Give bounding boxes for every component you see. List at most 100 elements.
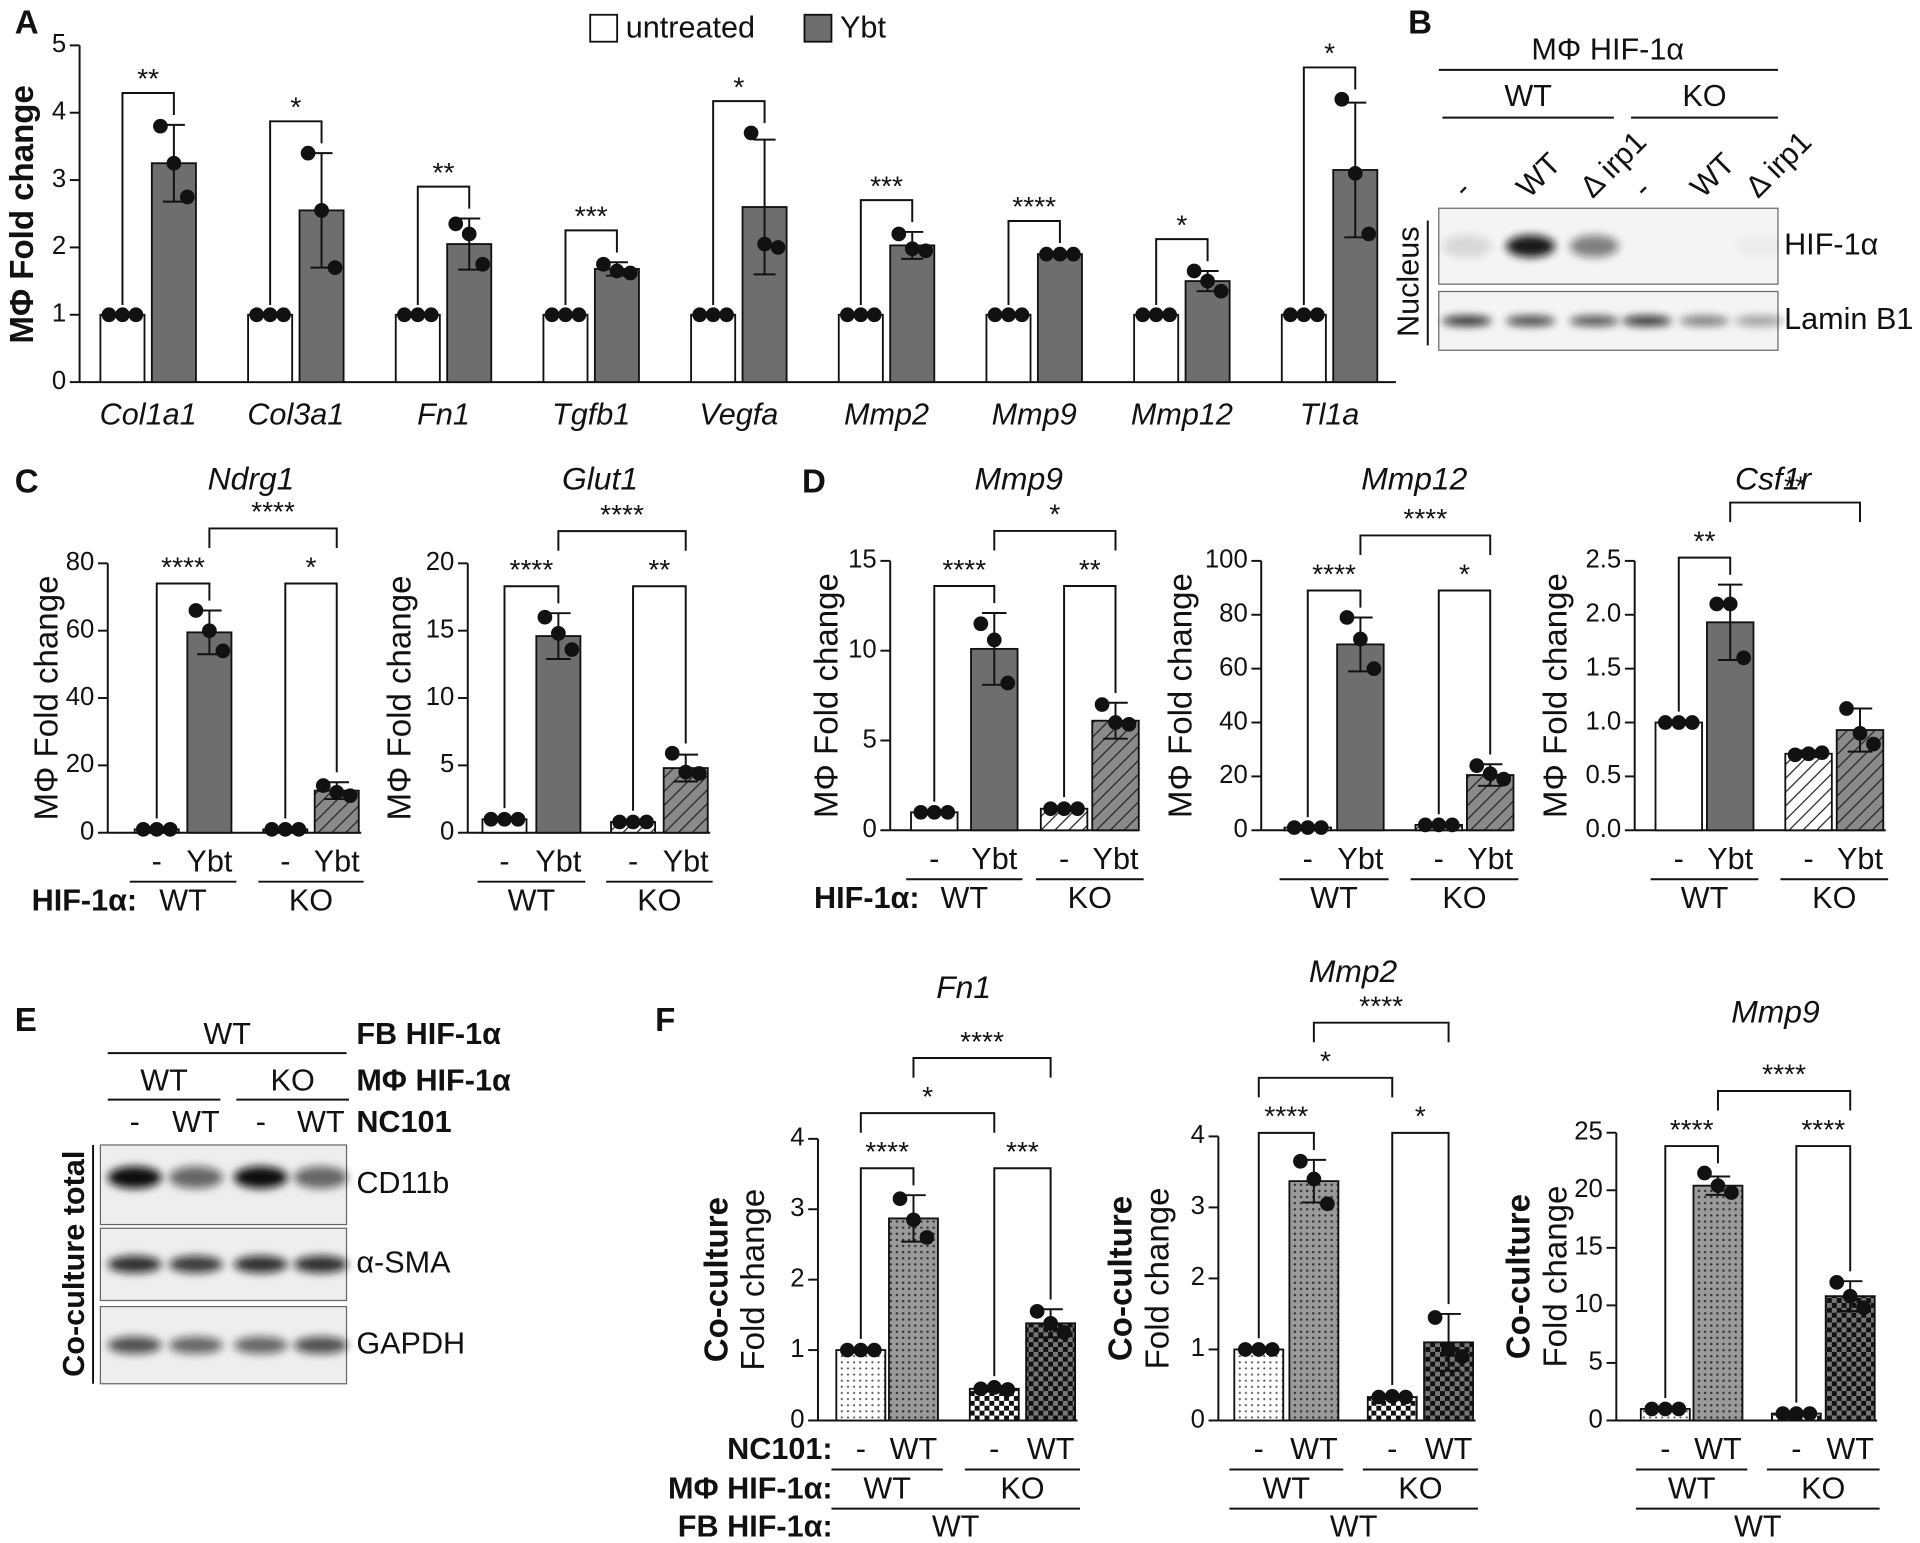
significance-bracket: [712, 100, 766, 305]
significance-label: **: [1694, 525, 1716, 556]
y-tick-label: 2: [790, 1264, 804, 1292]
significance-bracket: [1257, 1076, 1394, 1098]
data-point: [892, 1191, 908, 1207]
panel-letter: D: [802, 463, 826, 500]
blot-band: [233, 1166, 288, 1189]
y-tick-label: 20: [1219, 761, 1248, 789]
significance-bracket: [993, 529, 1117, 551]
y-tick-label: 40: [66, 683, 95, 711]
data-point: [691, 766, 707, 781]
x-tick-label: Fn1: [417, 397, 470, 431]
data-point: [1697, 1165, 1712, 1181]
data-point: [986, 632, 1002, 648]
data-point: [101, 307, 117, 323]
blot-lane: -: [1446, 173, 1477, 204]
blot-group: WT: [140, 1064, 188, 1098]
data-point: [940, 804, 956, 820]
blot-band: [107, 1255, 162, 1273]
data-point: [919, 1230, 935, 1245]
significance-bracket: [208, 527, 338, 549]
significance-bracket: [859, 199, 914, 305]
data-point: [1839, 701, 1854, 716]
blot-fraction: Co-culture total: [57, 1151, 91, 1377]
row-label: MΦ HIF-1α:: [668, 1471, 833, 1505]
data-point: [1384, 1388, 1400, 1404]
bar: [1233, 1348, 1285, 1422]
data-point: [1334, 91, 1350, 107]
data-point: [913, 804, 929, 820]
data-point: [497, 811, 512, 827]
blot-band: [293, 1255, 348, 1273]
bar: [394, 313, 441, 384]
significance-label: ***: [1006, 1136, 1039, 1167]
significance-label: *: [1176, 209, 1187, 240]
significance-bracket: [416, 185, 471, 305]
chart-title: Ndrg1: [208, 461, 295, 497]
y-tick-label: 80: [66, 548, 95, 576]
data-point: [1148, 307, 1164, 323]
significance-bracket: [503, 585, 560, 809]
x-tick-label: Mmp2: [844, 397, 929, 431]
data-point: [510, 811, 526, 827]
significance-bracket: [557, 530, 687, 551]
data-point: [1814, 745, 1830, 761]
legend-swatch: [803, 13, 833, 43]
data-point: [1441, 1342, 1456, 1357]
significance-label: ****: [960, 1026, 1004, 1057]
data-point: [1066, 246, 1081, 262]
group-label: KO: [1812, 881, 1856, 915]
significance-label: *: [1459, 558, 1470, 589]
significance-bracket: [1063, 585, 1117, 798]
group-label: WT: [508, 884, 556, 918]
significance-label: **: [1784, 470, 1806, 501]
data-point: [1722, 596, 1738, 612]
data-point: [1043, 801, 1058, 817]
blot-group: -: [130, 1105, 140, 1139]
y-axis-label: MΦ Fold change: [1163, 573, 1200, 818]
data-point: [1000, 1382, 1016, 1397]
chart-title: Mmp12: [1361, 461, 1467, 497]
y-tick-label: 0: [1233, 815, 1247, 843]
data-point: [1361, 226, 1377, 242]
data-point: [1029, 1304, 1045, 1319]
bar: [837, 313, 884, 384]
row-label: HIF-1α:: [32, 884, 138, 918]
blot-band: [1680, 315, 1729, 326]
y-axis-label: MΦ Fold change: [29, 576, 66, 821]
data-point: [664, 745, 680, 761]
data-point: [1056, 801, 1072, 817]
significance-label: *: [922, 1081, 933, 1112]
y-tick-label: 15: [848, 546, 877, 574]
significance-label: **: [1079, 554, 1101, 585]
data-point: [202, 623, 217, 639]
x-tick-label: Ybt: [314, 844, 360, 878]
y-tick-label: 4: [52, 98, 66, 126]
blot-band: [1506, 315, 1556, 326]
group-label: KO: [289, 884, 333, 918]
x-tick-label: Col3a1: [247, 397, 344, 431]
significance-label: ****: [1312, 558, 1356, 589]
chart-title: Glut1: [562, 461, 638, 497]
significance-label: ****: [600, 499, 644, 530]
data-point: [926, 804, 942, 820]
data-point: [1213, 283, 1229, 299]
y-tick-label: 5: [1589, 1348, 1603, 1376]
x-tick-label: Ybt: [1093, 842, 1139, 876]
bar: [1654, 721, 1703, 832]
data-point: [987, 307, 1003, 323]
y-tick-label: 2: [1191, 1263, 1205, 1291]
bar: [1280, 313, 1327, 384]
x-tick-label: Ybt: [1837, 842, 1883, 876]
blot-lane: WT: [1510, 147, 1568, 205]
blot-band: [1506, 235, 1556, 258]
data-point: [1293, 1153, 1308, 1169]
significance-label: ****: [251, 496, 295, 527]
data-point: [1657, 715, 1673, 730]
data-point: [973, 616, 989, 632]
y-axis-label: Fold change: [1537, 1186, 1574, 1368]
data-point: [291, 822, 307, 837]
data-point: [544, 307, 560, 323]
x-tick-label: Ybt: [1337, 842, 1383, 876]
bar: [1091, 719, 1140, 832]
x-tick-label: Ybt: [186, 844, 232, 878]
